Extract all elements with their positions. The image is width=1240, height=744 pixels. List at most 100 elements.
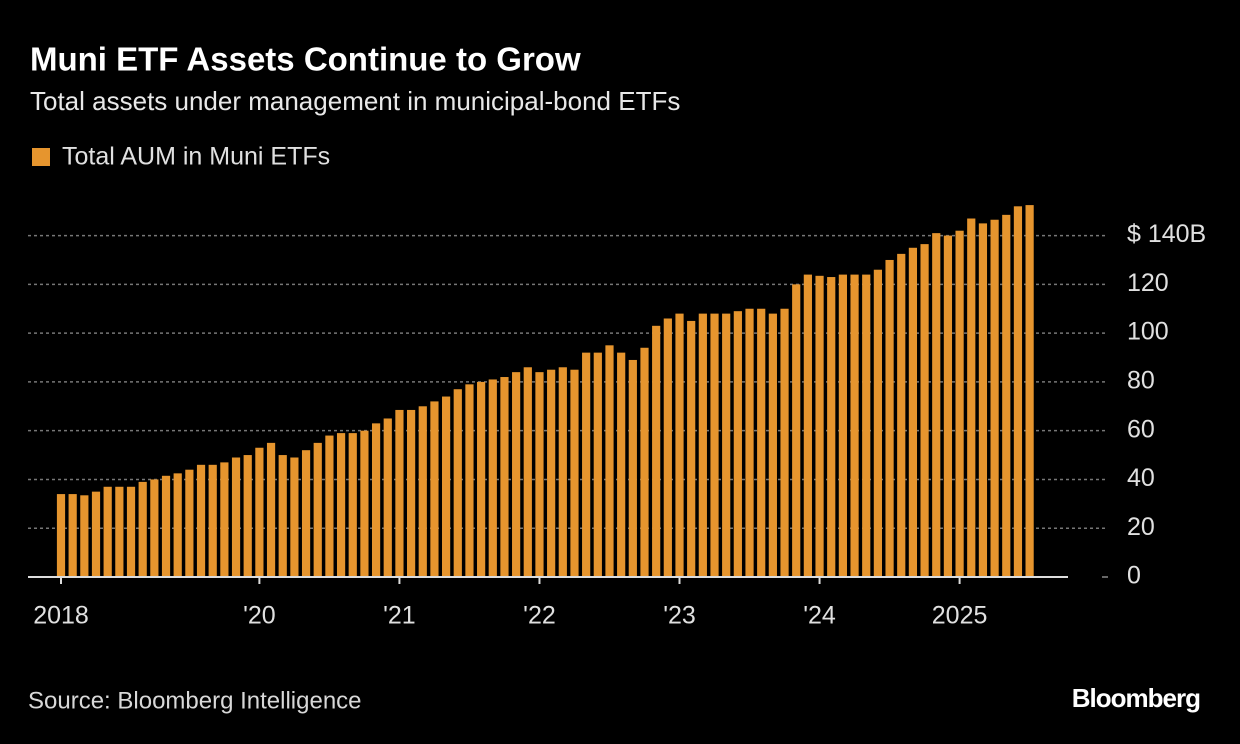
bar: [792, 284, 801, 577]
bar: [617, 352, 626, 577]
bar: [325, 435, 334, 577]
bar: [465, 384, 474, 577]
y-tick-label: 40: [1127, 464, 1155, 492]
y-tick-label: 100: [1127, 318, 1169, 346]
chart-title: Muni ETF Assets Continue to Grow: [30, 41, 581, 78]
bar: [547, 369, 556, 577]
bar: [570, 369, 579, 577]
bar: [231, 457, 241, 577]
bar: [442, 396, 451, 577]
legend-label: Total AUM in Muni ETFs: [62, 143, 330, 171]
x-tick-label: 2025: [932, 602, 988, 630]
bar: [780, 308, 789, 577]
y-tick-label: 20: [1127, 513, 1155, 541]
bar: [605, 345, 614, 577]
bar: [196, 464, 206, 577]
bar: [220, 462, 229, 577]
bar: [453, 389, 462, 577]
bar: [628, 359, 637, 577]
bar: [138, 481, 147, 577]
bar: [920, 244, 929, 577]
bar: [582, 352, 591, 577]
bar: [932, 233, 941, 577]
bar: [150, 479, 159, 577]
bar: [803, 274, 812, 577]
bar: [733, 311, 742, 577]
bar: [838, 274, 847, 577]
bar: [430, 401, 439, 577]
bar: [313, 442, 322, 577]
bar: [336, 433, 346, 577]
bar: [885, 259, 894, 577]
bar: [663, 318, 672, 577]
bar: [371, 423, 381, 577]
x-tick-label: 2018: [33, 602, 89, 630]
bar: [80, 495, 89, 577]
bar: [640, 347, 649, 577]
bar: [862, 274, 871, 577]
bar: [978, 223, 988, 578]
bar: [523, 367, 532, 577]
brand: Bloomberg: [1072, 683, 1200, 713]
bar: [185, 469, 194, 577]
bar: [103, 486, 112, 577]
bar: [301, 450, 311, 577]
bar: [745, 308, 754, 577]
bar: [266, 442, 276, 577]
bar: [126, 486, 136, 577]
bar: [558, 367, 567, 577]
bar: [827, 277, 836, 577]
bar: [815, 275, 824, 577]
bar: [897, 253, 906, 577]
bar: [908, 247, 918, 577]
bar: [710, 313, 719, 577]
bar: [407, 409, 416, 577]
bar: [652, 325, 661, 577]
x-tick-label: '20: [243, 602, 276, 630]
bar: [255, 447, 264, 577]
source: Source: Bloomberg Intelligence: [28, 687, 362, 714]
y-tick-label: 80: [1127, 367, 1155, 395]
bar: [512, 372, 521, 577]
bar: [687, 320, 696, 577]
bar: [850, 274, 859, 577]
x-tick-label: '23: [663, 602, 696, 630]
bar: [173, 473, 182, 577]
bar: [967, 218, 976, 577]
x-tick-label: '24: [803, 602, 836, 630]
bar: [1002, 214, 1011, 577]
bar: [278, 455, 287, 577]
bar: [383, 418, 392, 577]
bar: [395, 409, 404, 577]
bar: [208, 464, 217, 577]
bar: [360, 430, 369, 577]
y-tick-label: $ 140B: [1127, 220, 1206, 248]
y-tick-label: 0: [1127, 562, 1141, 590]
legend-swatch: [32, 148, 50, 166]
bar: [1013, 206, 1023, 577]
bar: [757, 308, 766, 577]
y-tick-label: 60: [1127, 415, 1155, 443]
bar: [115, 486, 124, 577]
bar: [593, 352, 602, 577]
bar: [56, 494, 66, 577]
bar: [290, 457, 299, 577]
bar: [488, 379, 497, 577]
y-tick-label: 120: [1127, 269, 1169, 297]
bar: [535, 372, 544, 577]
bar: [161, 475, 171, 577]
bar: [943, 235, 953, 578]
bar: [500, 377, 509, 577]
x-tick-label: '22: [523, 602, 556, 630]
bar: [873, 269, 882, 577]
bar: [348, 433, 357, 577]
bar: [477, 381, 486, 577]
chart-subtitle: Total assets under management in municip…: [30, 86, 680, 116]
bar: [990, 219, 999, 577]
bar: [722, 313, 731, 577]
bar: [955, 230, 964, 577]
x-tick-label: '21: [383, 602, 416, 630]
bar: [243, 455, 252, 577]
bar: [1025, 205, 1034, 577]
